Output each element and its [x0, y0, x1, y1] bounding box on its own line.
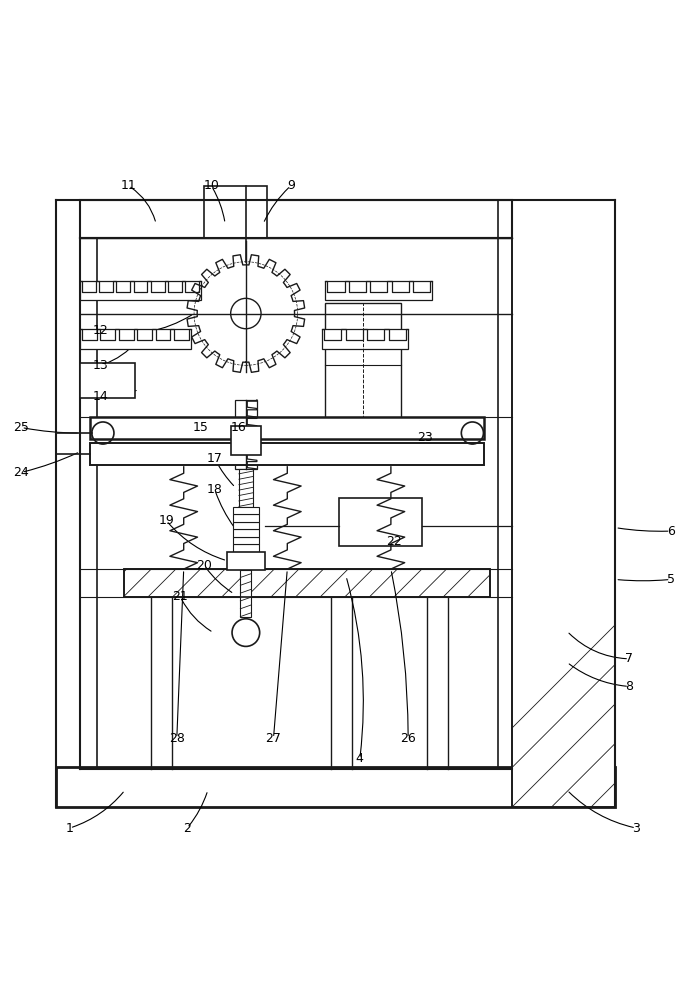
- Text: 8: 8: [625, 680, 633, 693]
- Text: 18: 18: [207, 483, 223, 496]
- Bar: [325, 281, 432, 300]
- Bar: [233, 529, 259, 537]
- Text: 21: 21: [172, 590, 188, 603]
- Bar: [233, 522, 259, 529]
- Text: 4: 4: [356, 752, 364, 765]
- Bar: [204, 186, 266, 238]
- Bar: [124, 569, 490, 597]
- Bar: [80, 200, 512, 238]
- Text: 14: 14: [93, 390, 109, 403]
- Bar: [124, 569, 490, 597]
- Bar: [233, 537, 259, 544]
- Bar: [235, 400, 257, 469]
- Text: 26: 26: [400, 732, 416, 745]
- Text: 10: 10: [203, 179, 219, 192]
- Text: 25: 25: [13, 421, 29, 434]
- Text: 2: 2: [183, 822, 191, 835]
- Text: 23: 23: [417, 431, 433, 444]
- Bar: [233, 507, 259, 514]
- Text: 27: 27: [266, 732, 282, 745]
- Bar: [91, 443, 484, 465]
- Text: 20: 20: [197, 559, 212, 572]
- Bar: [240, 570, 251, 617]
- Text: 24: 24: [14, 466, 29, 479]
- Text: 5: 5: [666, 573, 675, 586]
- Bar: [56, 767, 615, 807]
- Text: 22: 22: [386, 535, 402, 548]
- Text: 12: 12: [93, 324, 109, 337]
- Bar: [233, 514, 259, 522]
- Bar: [80, 329, 190, 349]
- Bar: [91, 417, 484, 439]
- Text: 6: 6: [666, 525, 675, 538]
- Text: 1: 1: [66, 822, 73, 835]
- Bar: [512, 200, 615, 807]
- Text: 13: 13: [93, 359, 109, 372]
- Text: 17: 17: [207, 452, 223, 465]
- Bar: [80, 281, 201, 300]
- Bar: [226, 552, 265, 570]
- Bar: [512, 200, 615, 807]
- Bar: [325, 303, 401, 424]
- Bar: [230, 426, 261, 455]
- Text: 16: 16: [231, 421, 247, 434]
- Text: 28: 28: [169, 732, 185, 745]
- Text: 15: 15: [193, 421, 209, 434]
- Text: 3: 3: [632, 822, 640, 835]
- Bar: [239, 469, 253, 507]
- Bar: [233, 544, 259, 552]
- Text: 9: 9: [286, 179, 295, 192]
- Bar: [80, 363, 136, 398]
- Text: 11: 11: [120, 179, 136, 192]
- Text: 19: 19: [158, 514, 174, 527]
- Bar: [339, 498, 422, 546]
- Text: 7: 7: [625, 652, 633, 665]
- Bar: [322, 329, 408, 349]
